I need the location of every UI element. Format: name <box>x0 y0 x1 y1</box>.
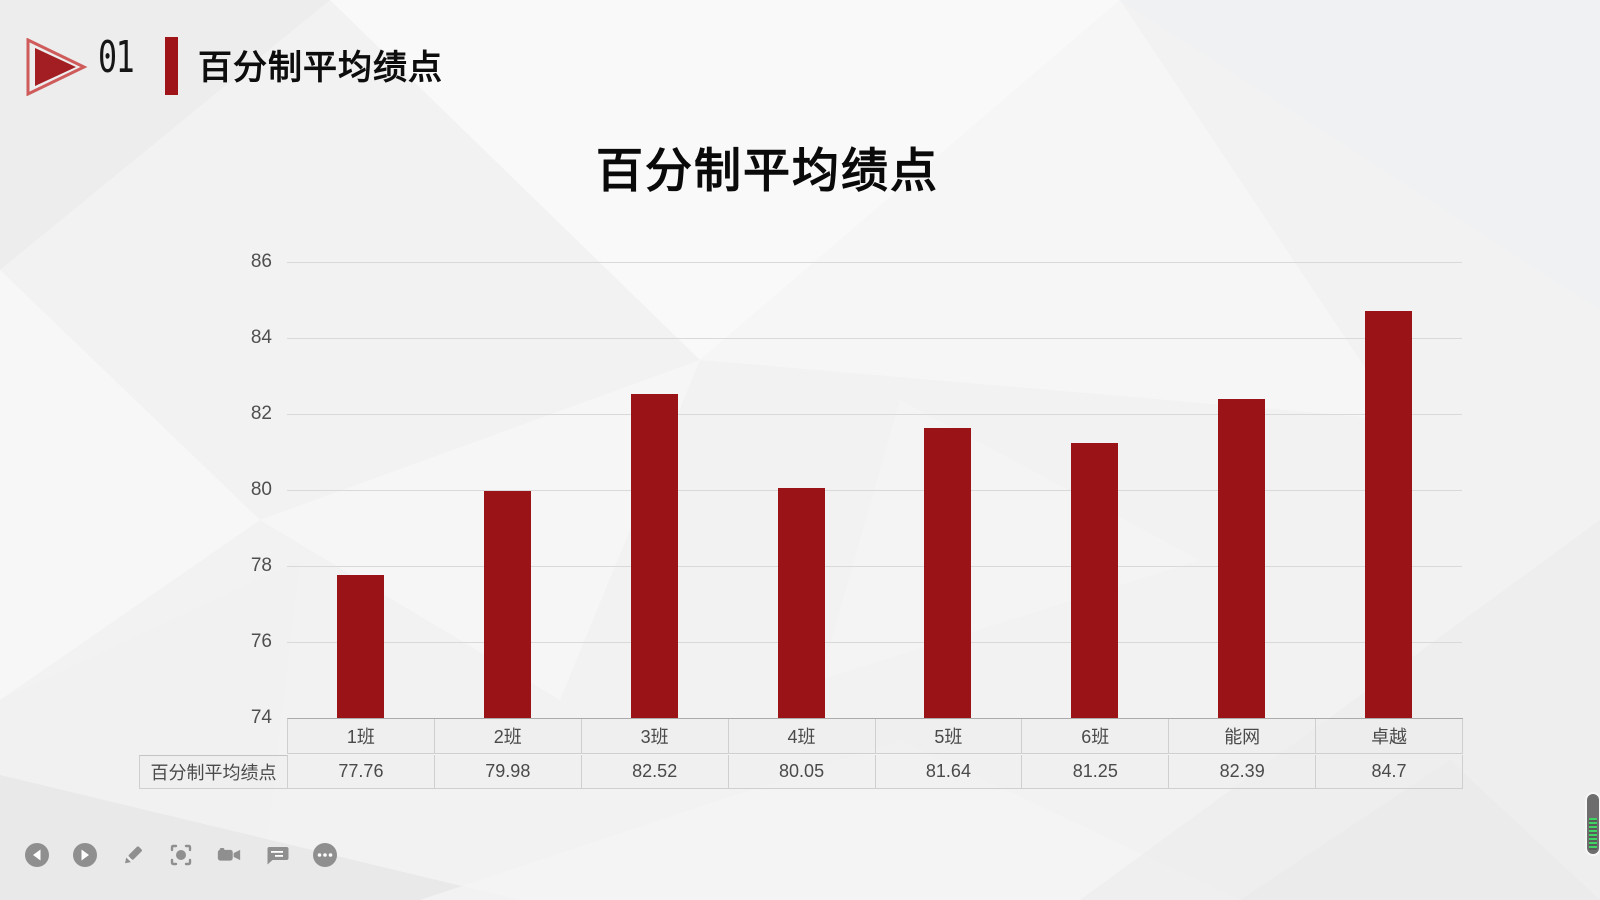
laser-pointer-button[interactable] <box>168 842 194 868</box>
camera-button[interactable] <box>216 842 242 868</box>
category-cell-1班: 1班 <box>288 719 435 753</box>
previous-slide-button[interactable] <box>24 842 50 868</box>
camera-icon <box>217 848 241 861</box>
next-icon <box>73 843 97 867</box>
category-cell-2班: 2班 <box>435 719 582 753</box>
bar-3班 <box>630 394 678 718</box>
y-tick-label-86: 86 <box>250 251 272 272</box>
play-triangle-logo-icon <box>26 38 88 96</box>
pen-icon <box>125 846 142 864</box>
header-title: 百分制平均绩点 <box>198 50 443 87</box>
value-cell-6班: 81.25 <box>1022 755 1170 788</box>
y-tick-label-78: 78 <box>250 555 272 576</box>
gridline-76 <box>287 642 1462 643</box>
section-number: 01 <box>98 32 135 83</box>
comments-button[interactable] <box>264 842 290 868</box>
pen-button[interactable] <box>120 842 146 868</box>
y-tick-label-84: 84 <box>250 327 272 348</box>
presenter-toolbar <box>24 840 338 870</box>
next-slide-button[interactable] <box>72 842 98 868</box>
category-cell-6班: 6班 <box>1022 719 1170 753</box>
laser-pointer-icon <box>170 844 192 866</box>
bar-卓越 <box>1365 311 1413 718</box>
battery-indicator <box>1587 794 1599 854</box>
y-tick-label-74: 74 <box>250 707 272 728</box>
bar-1班 <box>336 575 384 718</box>
category-cell-能网: 能网 <box>1169 719 1317 753</box>
more-options-icon <box>313 843 337 867</box>
bar-4班 <box>777 488 825 718</box>
category-row: 1班 2班 3班 4班 5班 6班 能网 卓越 <box>287 718 1463 754</box>
chart-title: 百分制平均绩点 <box>596 146 939 198</box>
battery-fill-stripes <box>1589 818 1597 850</box>
bar-能网 <box>1218 399 1266 718</box>
value-row: 77.76 79.98 82.52 80.05 81.64 81.25 82.39 84.7 <box>287 755 1463 789</box>
bar-6班 <box>1071 442 1119 718</box>
gridline-78 <box>287 566 1462 567</box>
category-cell-4班: 4班 <box>729 719 876 753</box>
gridline-82 <box>287 414 1462 415</box>
bar-2班 <box>483 490 531 718</box>
category-cell-5班: 5班 <box>876 719 1023 753</box>
value-cell-5班: 81.64 <box>876 755 1023 788</box>
value-cell-2班: 79.98 <box>435 755 582 788</box>
y-tick-label-82: 82 <box>250 403 272 424</box>
category-cell-卓越: 卓越 <box>1316 719 1463 753</box>
gridline-86 <box>287 262 1462 263</box>
gridline-80 <box>287 490 1462 491</box>
previous-icon <box>25 843 49 867</box>
plot-area <box>287 262 1462 718</box>
header-accent-bar <box>165 37 178 95</box>
value-cell-卓越: 84.7 <box>1316 755 1463 788</box>
value-cell-4班: 80.05 <box>729 755 876 788</box>
category-cell-3班: 3班 <box>582 719 729 753</box>
value-cell-1班: 77.76 <box>288 755 435 788</box>
gridline-84 <box>287 338 1462 339</box>
slide-header: 01 百分制平均绩点 <box>0 0 1600 110</box>
series-row-label: 百分制平均绩点 <box>139 755 287 789</box>
value-cell-3班: 82.52 <box>582 755 729 788</box>
bar-5班 <box>924 427 972 718</box>
comments-icon <box>267 847 289 865</box>
value-cell-能网: 82.39 <box>1169 755 1317 788</box>
more-options-button[interactable] <box>312 842 338 868</box>
y-tick-label-76: 76 <box>250 631 272 652</box>
y-tick-label-80: 80 <box>250 479 272 500</box>
